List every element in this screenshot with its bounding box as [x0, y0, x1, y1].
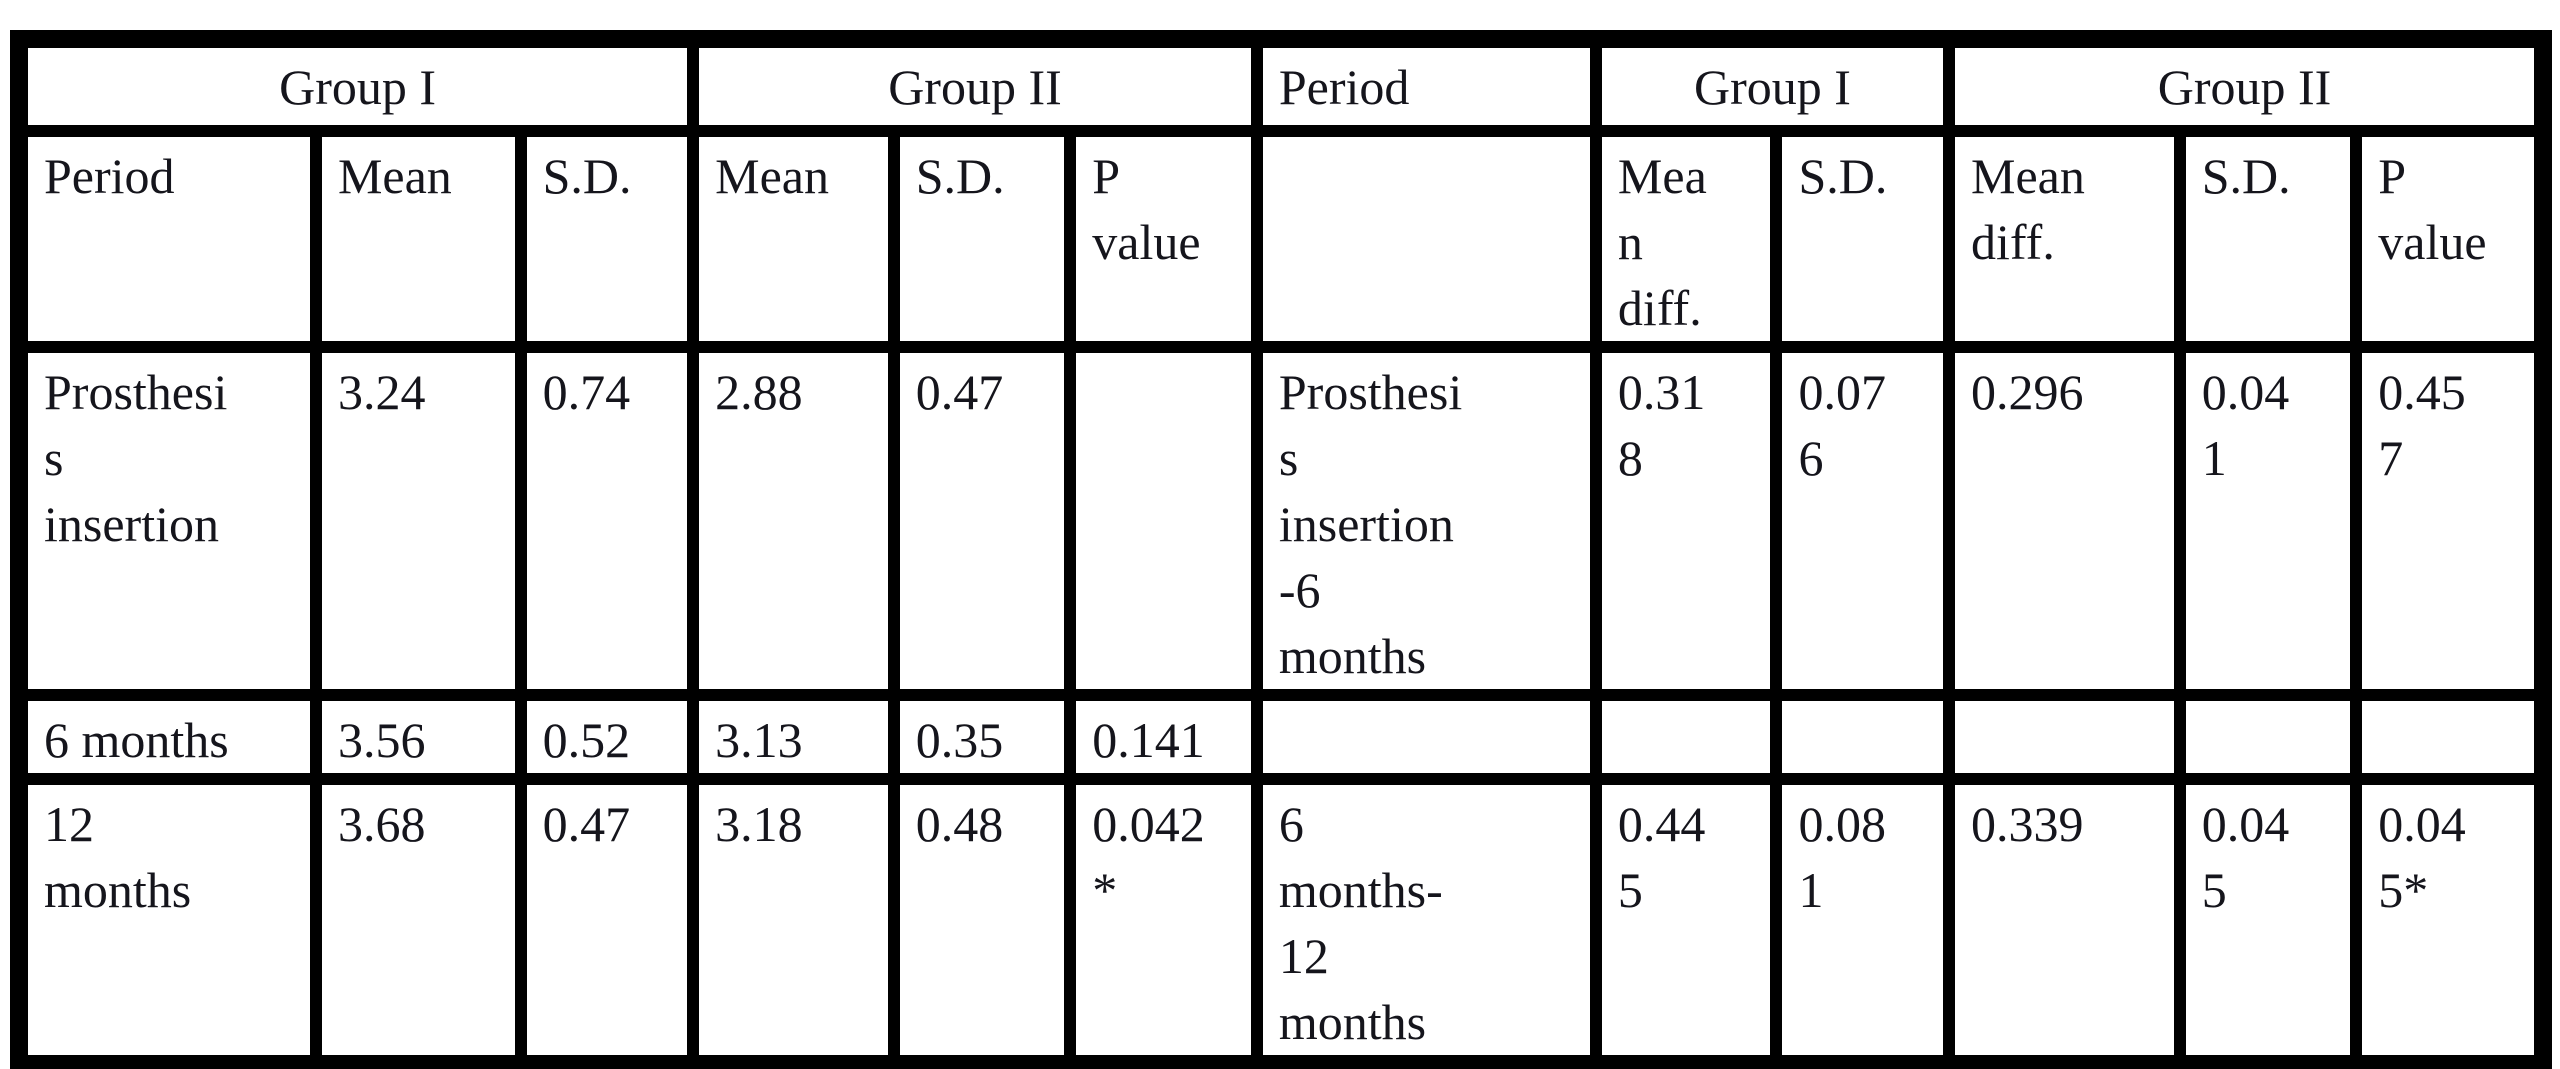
cell-empty-2	[1770, 689, 1956, 785]
cell-sd-g2-insertion: 0.47	[887, 341, 1077, 701]
column-header-period-right	[1250, 125, 1602, 353]
column-header-sd-g1: S.D.	[514, 125, 700, 353]
cell-pvalue-6-12: 0.04 5*	[2350, 773, 2549, 1069]
column-header-sd-g2: S.D.	[887, 125, 1077, 353]
column-header-mean-g2: Mean	[687, 125, 900, 353]
column-header-meandiff-g1: Mea n diff.	[1589, 125, 1783, 353]
cell-sd-diff-g1-ins-6m: 0.07 6	[1770, 341, 1956, 701]
cell-meandiff-g1-6-12: 0.44 5	[1589, 773, 1783, 1069]
cell-sd-g1-insertion: 0.74	[514, 341, 700, 701]
column-header-pvalue-right: P value	[2350, 125, 2549, 353]
cell-mean-g2-12m: 3.18	[687, 773, 900, 1069]
group-header-row: Group I Group II Period Group I Group II	[12, 33, 2549, 137]
cell-sd-g2-12m: 0.48	[887, 773, 1077, 1069]
statistics-table: Group I Group II Period Group I Group II…	[10, 30, 2552, 1069]
cell-period-insertion-6m: Prosthesi s insertion -6 months	[1250, 341, 1602, 701]
cell-meandiff-g2-ins-6m: 0.296	[1943, 341, 2186, 701]
cell-period-12m: 12 months	[13, 773, 322, 1069]
cell-sd-diff-g1-6-12: 0.08 1	[1770, 773, 1956, 1069]
cell-sd-g1-12m: 0.47	[514, 773, 700, 1069]
group-header-right-group1: Group I	[1589, 33, 1956, 137]
table-row-12-months: 12 months 3.68 0.47 3.18 0.48 0.042 * 6 …	[13, 773, 2549, 1069]
cell-period-insertion: Prosthesi s insertion	[13, 341, 322, 701]
table-row-6-months: 6 months 3.56 0.52 3.13 0.35 0.141	[13, 689, 2549, 785]
cell-pvalue-insertion	[1064, 341, 1263, 701]
cell-empty-period	[1250, 689, 1602, 785]
cell-empty-5	[2350, 689, 2549, 785]
cell-mean-g1-6m: 3.56	[309, 689, 527, 785]
cell-mean-g1-insertion: 3.24	[309, 341, 527, 701]
cell-meandiff-g1-ins-6m: 0.31 8	[1589, 341, 1783, 701]
cell-pvalue-12m: 0.042 *	[1064, 773, 1263, 1069]
cell-pvalue-6m: 0.141	[1064, 689, 1263, 785]
cell-empty-3	[1943, 689, 2186, 785]
cell-sd-diff-g2-ins-6m: 0.04 1	[2173, 341, 2363, 701]
cell-period-6m-12m: 6 months- 12 months	[1250, 773, 1602, 1069]
cell-mean-g2-6m: 3.13	[687, 689, 900, 785]
cell-empty-4	[2173, 689, 2363, 785]
cell-pvalue-ins-6m: 0.45 7	[2350, 341, 2549, 701]
cell-period-6m: 6 months	[13, 689, 322, 785]
cell-sd-g2-6m: 0.35	[887, 689, 1077, 785]
group-header-period: Period	[1250, 33, 1602, 137]
group-header-left-group1: Group I	[12, 33, 700, 137]
table-row-prosthesis-insertion: Prosthesi s insertion 3.24 0.74 2.88 0.4…	[13, 341, 2549, 701]
group-header-left-group2: Group II	[687, 33, 1263, 137]
group-header-right-group2: Group II	[1943, 33, 2549, 137]
column-header-mean-g1: Mean	[309, 125, 527, 353]
cell-mean-g1-12m: 3.68	[309, 773, 527, 1069]
column-header-meandiff-g2: Mean diff.	[1943, 125, 2186, 353]
cell-sd-diff-g2-6-12: 0.04 5	[2173, 773, 2363, 1069]
cell-empty-1	[1589, 689, 1783, 785]
column-header-period: Period	[13, 125, 322, 353]
cell-meandiff-g2-6-12: 0.339	[1943, 773, 2186, 1069]
column-header-row: Period Mean S.D. Mean S.D. P value Mea n…	[13, 125, 2549, 353]
column-header-sd-diff-g2: S.D.	[2173, 125, 2363, 353]
column-header-sd-diff-g1: S.D.	[1770, 125, 1956, 353]
cell-mean-g2-insertion: 2.88	[687, 341, 900, 701]
cell-sd-g1-6m: 0.52	[514, 689, 700, 785]
column-header-pvalue-left: P value	[1064, 125, 1263, 353]
